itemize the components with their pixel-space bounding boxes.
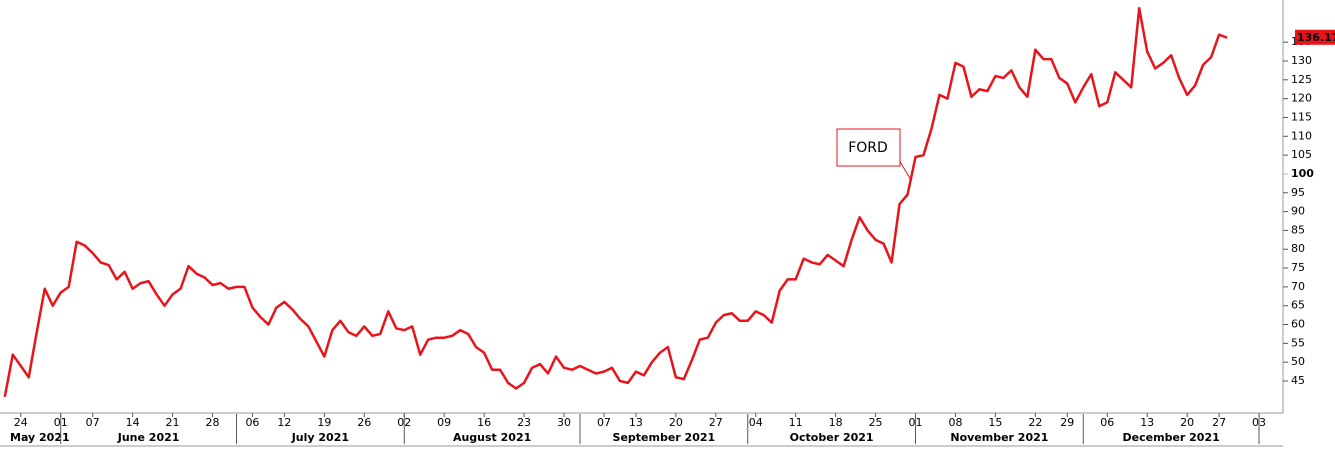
y-tick-label: 115 [1291, 110, 1312, 123]
y-tick-label: 90 [1291, 205, 1305, 218]
y-tick-label: 120 [1291, 92, 1312, 105]
annotation-box [836, 128, 901, 167]
series-line [3, 7, 1228, 398]
month-label: September 2021 [613, 431, 716, 444]
month-label: July 2021 [291, 431, 349, 444]
y-tick-label: 125 [1291, 73, 1312, 86]
x-tick-label: 28 [206, 416, 220, 429]
month-label: December 2021 [1123, 431, 1220, 444]
x-tick-label: 09 [437, 416, 451, 429]
x-tick-label: 22 [1028, 416, 1042, 429]
annotation-pointer [898, 159, 912, 181]
x-tick-label: 25 [869, 416, 883, 429]
month-label: October 2021 [790, 431, 874, 444]
x-tick-label: 07 [86, 416, 100, 429]
y-tick-label: 55 [1291, 336, 1305, 349]
y-tick-label: 65 [1291, 299, 1305, 312]
x-tick-label: 16 [477, 416, 491, 429]
y-tick-label: 45 [1291, 374, 1305, 387]
x-tick-label: 15 [988, 416, 1002, 429]
x-tick-label: 11 [789, 416, 803, 429]
x-tick-label: 24 [14, 416, 28, 429]
y-tick-label: 60 [1291, 318, 1305, 331]
x-tick-label: 13 [1140, 416, 1154, 429]
y-tick-label: 70 [1291, 280, 1305, 293]
x-tick-label: 29 [1060, 416, 1074, 429]
y-tick-label: 50 [1291, 355, 1305, 368]
x-tick-label: 18 [829, 416, 843, 429]
x-tick-label: 07 [597, 416, 611, 429]
annotation-label: FORD [848, 140, 888, 156]
month-label: June 2021 [117, 431, 180, 444]
month-label: May 2021 [10, 431, 70, 444]
x-tick-label: 04 [749, 416, 763, 429]
y-tick-label: 100 [1291, 167, 1314, 180]
y-tick-label: 75 [1291, 261, 1305, 274]
x-tick-label: 13 [629, 416, 643, 429]
x-tick-label: 06 [245, 416, 259, 429]
x-tick-label: 20 [1180, 416, 1194, 429]
x-tick-label: 21 [166, 416, 180, 429]
month-label: November 2021 [950, 431, 1048, 444]
last-value-label: 136.17 [1297, 31, 1335, 44]
y-tick-label: 95 [1291, 186, 1305, 199]
y-tick-label: 85 [1291, 223, 1305, 236]
last-value-box [1295, 29, 1335, 45]
x-tick-label: 23 [517, 416, 531, 429]
x-tick-label: 06 [1100, 416, 1114, 429]
y-tick-label: 80 [1291, 242, 1305, 255]
month-label: August 2021 [453, 431, 531, 444]
y-tick-label: 110 [1291, 129, 1312, 142]
y-tick-label: 105 [1291, 148, 1312, 161]
x-tick-label: 19 [317, 416, 331, 429]
x-tick-label: 27 [1212, 416, 1226, 429]
x-tick-label: 26 [357, 416, 371, 429]
x-tick-label: 30 [557, 416, 571, 429]
x-tick-label: 08 [948, 416, 962, 429]
y-tick-label: 130 [1291, 54, 1312, 67]
x-tick-label: 20 [669, 416, 683, 429]
x-tick-label: 27 [709, 416, 723, 429]
x-tick-label: 14 [126, 416, 140, 429]
x-tick-label: 12 [277, 416, 291, 429]
